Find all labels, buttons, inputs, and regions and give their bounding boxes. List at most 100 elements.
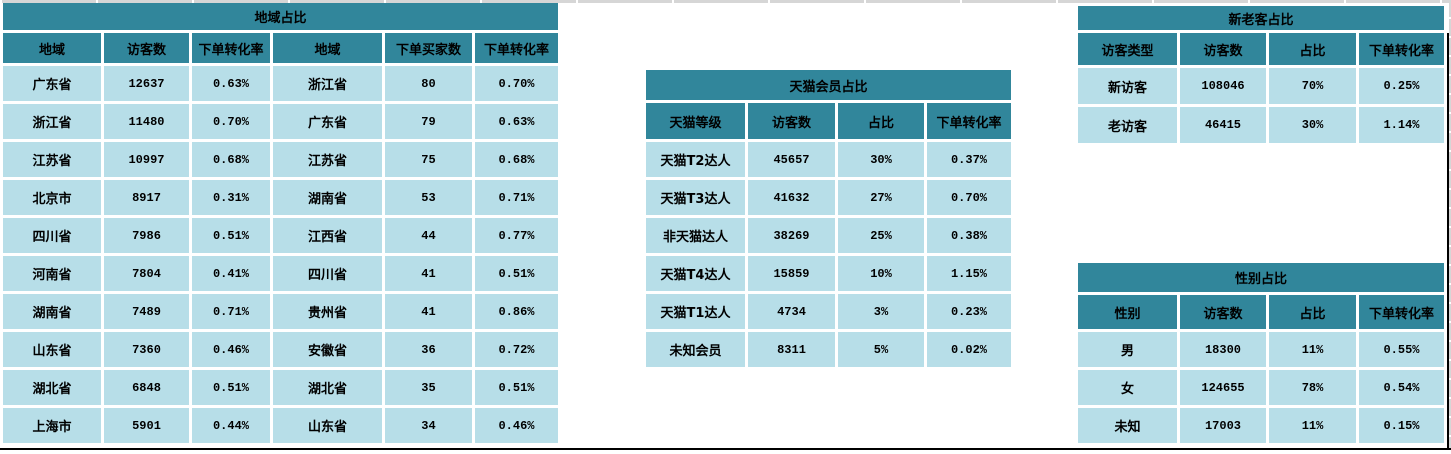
cell[interactable]: 0.15% bbox=[1359, 408, 1444, 443]
cell[interactable]: 46415 bbox=[1180, 107, 1266, 143]
column-header[interactable]: 访客数 bbox=[748, 103, 835, 139]
cell[interactable]: 30% bbox=[838, 142, 924, 177]
column-header[interactable]: 访客数 bbox=[104, 33, 189, 63]
cell[interactable]: 广东省 bbox=[273, 104, 382, 139]
cell[interactable]: 78% bbox=[1269, 370, 1356, 405]
cell[interactable]: 未知会员 bbox=[646, 332, 745, 367]
cell[interactable]: 0.63% bbox=[475, 104, 558, 139]
cell[interactable]: 新访客 bbox=[1078, 68, 1177, 104]
cell[interactable]: 0.68% bbox=[475, 142, 558, 177]
cell[interactable]: 7986 bbox=[104, 218, 189, 253]
column-header[interactable]: 下单转化率 bbox=[192, 33, 270, 63]
cell[interactable]: 11% bbox=[1269, 408, 1356, 443]
cell[interactable]: 天猫T3达人 bbox=[646, 180, 745, 215]
cell[interactable]: 未知 bbox=[1078, 408, 1177, 443]
cell[interactable]: 8311 bbox=[748, 332, 835, 367]
cell[interactable]: 5901 bbox=[104, 408, 189, 443]
cell[interactable]: 0.51% bbox=[192, 370, 270, 405]
cell[interactable]: 0.51% bbox=[475, 370, 558, 405]
cell[interactable]: 10997 bbox=[104, 142, 189, 177]
cell[interactable]: 女 bbox=[1078, 370, 1177, 405]
column-header[interactable]: 占比 bbox=[1269, 33, 1356, 65]
cell[interactable]: 0.54% bbox=[1359, 370, 1444, 405]
cell[interactable]: 安徽省 bbox=[273, 332, 382, 367]
cell[interactable]: 41 bbox=[385, 294, 472, 329]
cell[interactable]: 38269 bbox=[748, 218, 835, 253]
cell[interactable]: 70% bbox=[1269, 68, 1356, 104]
cell[interactable]: 老访客 bbox=[1078, 107, 1177, 143]
cell[interactable]: 天猫T4达人 bbox=[646, 256, 745, 291]
cell[interactable]: 0.46% bbox=[475, 408, 558, 443]
cell[interactable]: 124655 bbox=[1180, 370, 1266, 405]
cell[interactable]: 7804 bbox=[104, 256, 189, 291]
cell[interactable]: 1.14% bbox=[1359, 107, 1444, 143]
cell[interactable]: 上海市 bbox=[3, 408, 101, 443]
cell[interactable]: 江苏省 bbox=[3, 142, 101, 177]
cell[interactable]: 10% bbox=[838, 256, 924, 291]
cell[interactable]: 0.70% bbox=[475, 66, 558, 101]
cell[interactable]: 贵州省 bbox=[273, 294, 382, 329]
cell[interactable]: 湖北省 bbox=[273, 370, 382, 405]
cell[interactable]: 6848 bbox=[104, 370, 189, 405]
cell[interactable]: 44 bbox=[385, 218, 472, 253]
column-header[interactable]: 下单转化率 bbox=[475, 33, 558, 63]
table-title[interactable]: 性别占比 bbox=[1078, 263, 1444, 292]
cell[interactable]: 湖北省 bbox=[3, 370, 101, 405]
cell[interactable]: 0.86% bbox=[475, 294, 558, 329]
cell[interactable]: 0.77% bbox=[475, 218, 558, 253]
cell[interactable]: 30% bbox=[1269, 107, 1356, 143]
cell[interactable]: 75 bbox=[385, 142, 472, 177]
cell[interactable]: 0.55% bbox=[1359, 332, 1444, 367]
column-header[interactable]: 占比 bbox=[838, 103, 924, 139]
column-header[interactable]: 天猫等级 bbox=[646, 103, 745, 139]
cell[interactable]: 17003 bbox=[1180, 408, 1266, 443]
cell[interactable]: 0.44% bbox=[192, 408, 270, 443]
cell[interactable]: 35 bbox=[385, 370, 472, 405]
cell[interactable]: 108046 bbox=[1180, 68, 1266, 104]
cell[interactable]: 非天猫达人 bbox=[646, 218, 745, 253]
cell[interactable]: 山东省 bbox=[3, 332, 101, 367]
cell[interactable]: 0.31% bbox=[192, 180, 270, 215]
column-header[interactable]: 占比 bbox=[1269, 295, 1356, 329]
cell[interactable]: 7489 bbox=[104, 294, 189, 329]
column-header[interactable]: 访客数 bbox=[1180, 33, 1266, 65]
table-title[interactable]: 地域占比 bbox=[3, 3, 558, 30]
cell[interactable]: 1.15% bbox=[927, 256, 1011, 291]
table-title[interactable]: 天猫会员占比 bbox=[646, 70, 1011, 100]
cell[interactable]: 江苏省 bbox=[273, 142, 382, 177]
cell[interactable]: 0.63% bbox=[192, 66, 270, 101]
table-title[interactable]: 新老客占比 bbox=[1078, 6, 1444, 30]
cell[interactable]: 男 bbox=[1078, 332, 1177, 367]
cell[interactable]: 0.72% bbox=[475, 332, 558, 367]
cell[interactable]: 浙江省 bbox=[3, 104, 101, 139]
cell[interactable]: 0.41% bbox=[192, 256, 270, 291]
cell[interactable]: 0.51% bbox=[192, 218, 270, 253]
column-header[interactable]: 访客类型 bbox=[1078, 33, 1177, 65]
column-header[interactable]: 下单买家数 bbox=[385, 33, 472, 63]
column-header[interactable]: 下单转化率 bbox=[927, 103, 1011, 139]
cell[interactable]: 4734 bbox=[748, 294, 835, 329]
cell[interactable]: 27% bbox=[838, 180, 924, 215]
cell[interactable]: 5% bbox=[838, 332, 924, 367]
cell[interactable]: 山东省 bbox=[273, 408, 382, 443]
cell[interactable]: 河南省 bbox=[3, 256, 101, 291]
cell[interactable]: 广东省 bbox=[3, 66, 101, 101]
cell[interactable]: 25% bbox=[838, 218, 924, 253]
cell[interactable]: 41632 bbox=[748, 180, 835, 215]
cell[interactable]: 四川省 bbox=[3, 218, 101, 253]
cell[interactable]: 15859 bbox=[748, 256, 835, 291]
cell[interactable]: 湖南省 bbox=[273, 180, 382, 215]
cell[interactable]: 天猫T1达人 bbox=[646, 294, 745, 329]
cell[interactable]: 11% bbox=[1269, 332, 1356, 367]
cell[interactable]: 北京市 bbox=[3, 180, 101, 215]
cell[interactable]: 0.02% bbox=[927, 332, 1011, 367]
cell[interactable]: 8917 bbox=[104, 180, 189, 215]
cell[interactable]: 0.37% bbox=[927, 142, 1011, 177]
cell[interactable]: 0.51% bbox=[475, 256, 558, 291]
cell[interactable]: 53 bbox=[385, 180, 472, 215]
column-header[interactable]: 下单转化率 bbox=[1359, 295, 1444, 329]
cell[interactable]: 7360 bbox=[104, 332, 189, 367]
cell[interactable]: 浙江省 bbox=[273, 66, 382, 101]
cell[interactable]: 0.25% bbox=[1359, 68, 1444, 104]
cell[interactable]: 18300 bbox=[1180, 332, 1266, 367]
